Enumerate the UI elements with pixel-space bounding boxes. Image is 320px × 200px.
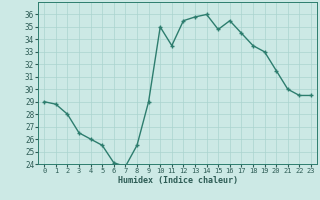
X-axis label: Humidex (Indice chaleur): Humidex (Indice chaleur): [118, 176, 238, 185]
